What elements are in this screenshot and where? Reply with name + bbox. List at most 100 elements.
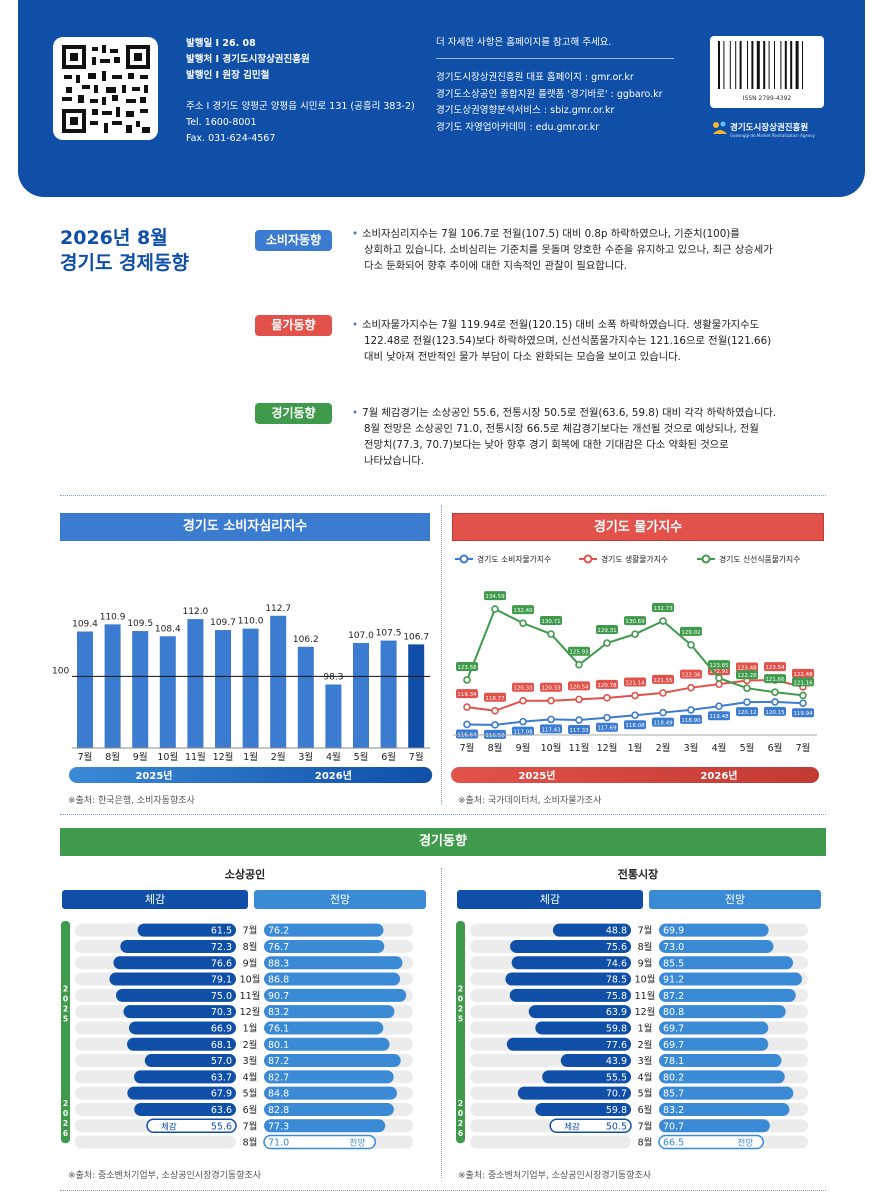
value-forecast: 87.2 xyxy=(268,1056,289,1067)
bar-actual xyxy=(552,923,631,937)
tag-actual: 체감 xyxy=(564,1121,580,1132)
month-label: 4월 xyxy=(638,1071,653,1083)
data-label: 121.66 xyxy=(765,677,785,683)
month-label: 8월 xyxy=(243,1137,258,1149)
value-label: 109.4 xyxy=(72,620,98,630)
value-actual: 75.6 xyxy=(606,942,627,953)
contact-info: 주소 I 경기도 양평군 양평읍 시민로 131 (공흥리 383-2) Tel… xyxy=(186,99,415,147)
tag-actual: 체감 xyxy=(161,1121,177,1132)
bar-forecast xyxy=(659,956,794,970)
data-label: 120.78 xyxy=(597,683,617,689)
data-label: 121.14 xyxy=(625,681,645,687)
value-actual: 77.6 xyxy=(606,1040,627,1051)
bar xyxy=(325,684,342,748)
data-label: 132.40 xyxy=(513,608,533,614)
value-actual: 76.6 xyxy=(211,958,232,969)
data-label: 118.77 xyxy=(485,696,505,702)
bar-forecast xyxy=(264,939,385,953)
x-tick-label: 5월 xyxy=(354,751,369,763)
link-edu[interactable]: 경기도 자영업아카데미 : edu.gmr.or.kr xyxy=(436,121,600,133)
data-label-bg xyxy=(708,660,730,670)
data-label: 129.02 xyxy=(681,630,700,636)
month-label: 10월 xyxy=(240,974,261,986)
bar-actual xyxy=(120,939,236,953)
logo-text: 경기도시장상권진흥원 xyxy=(730,123,809,133)
data-label-bg xyxy=(484,591,506,601)
bar-forecast xyxy=(264,1086,397,1100)
data-label: 120.12 xyxy=(737,710,756,716)
market-source: ※출처: 중소벤처기업부, 소상공인시장경기동향조사 xyxy=(458,1171,652,1181)
data-label-bg xyxy=(764,662,786,672)
month-label: 4월 xyxy=(243,1071,258,1083)
data-point xyxy=(659,617,667,625)
data-label: 118.90 xyxy=(681,718,701,724)
month-label: 11월 xyxy=(240,990,261,1002)
tag-price: 물가동향 xyxy=(255,315,332,336)
divider xyxy=(436,58,674,59)
year-label-char: 6 xyxy=(63,1129,68,1138)
data-label-bg xyxy=(680,626,702,636)
data-point xyxy=(715,674,723,682)
bar-forecast xyxy=(264,923,384,937)
month-label: 8월 xyxy=(638,1137,653,1149)
x-tick-label: 4월 xyxy=(712,742,727,754)
bar-actual xyxy=(123,1005,236,1019)
bar-actual xyxy=(144,1054,236,1068)
data-label-bg xyxy=(652,603,674,613)
data-point xyxy=(491,706,499,715)
qr-code[interactable] xyxy=(53,37,158,140)
bar xyxy=(380,640,397,748)
value-forecast: 71.0 xyxy=(268,1138,289,1149)
bar xyxy=(215,630,231,748)
data-label-bg xyxy=(792,668,814,678)
x-tick-label: 7월 xyxy=(460,742,475,754)
x-tick-label: 2월 xyxy=(271,751,286,763)
year-label: 2026년 xyxy=(700,769,737,782)
month-label: 2월 xyxy=(638,1039,653,1051)
data-label: 119.48 xyxy=(709,714,729,720)
x-tick-label: 8월 xyxy=(105,751,120,763)
summary-line: 대비 낮아져 전반적인 물가 부담이 다소 완화되는 모습을 보이고 있습니다. xyxy=(364,351,681,363)
month-label: 7월 xyxy=(638,1120,653,1132)
value-forecast: 87.2 xyxy=(663,991,684,1002)
publisher: 발행처 I 경기도시장상권진흥원 xyxy=(186,54,310,65)
month-label: 11월 xyxy=(635,990,656,1002)
month-label: 12월 xyxy=(635,1006,656,1018)
summary-line: 소비자물가지수는 7월 119.94로 전월(120.15) 대비 소폭 하락하… xyxy=(362,319,760,331)
bar xyxy=(187,619,204,748)
data-point xyxy=(715,680,723,688)
link-main[interactable]: 경기도시장상권진흥원 대표 홈페이지 : gmr.or.kr xyxy=(436,72,634,83)
tag-consumer: 소비자동향 xyxy=(255,230,332,251)
value-actual: 43.9 xyxy=(606,1056,627,1067)
bar-actual xyxy=(549,1118,632,1133)
divider xyxy=(60,495,826,496)
data-label-bg xyxy=(624,677,646,687)
economy-section-title: 경기동향 xyxy=(60,828,826,856)
bar-forecast xyxy=(659,972,803,986)
data-label-bg xyxy=(568,725,590,735)
bar xyxy=(270,615,287,748)
bar-actual xyxy=(560,1054,631,1068)
data-label: 123.85 xyxy=(709,663,729,669)
link-sbiz[interactable]: 경기도상권영향분석서비스 : sbiz.gmr.or.kr xyxy=(436,105,615,116)
data-label: 120.54 xyxy=(569,684,589,690)
year-label-char: 2 xyxy=(63,1119,68,1128)
bar-actual xyxy=(128,1021,236,1035)
data-label: 117.08 xyxy=(513,730,533,736)
data-point xyxy=(687,641,695,649)
bar-forecast xyxy=(264,1021,384,1035)
value-actual: 63.6 xyxy=(211,1105,232,1116)
month-label: 9월 xyxy=(243,957,258,969)
data-point xyxy=(491,721,499,729)
bar xyxy=(408,644,425,748)
link-ggbaro[interactable]: 경기도소상공인 종합지원 플랫폼 '경기바로' : ggbaro.kr xyxy=(436,88,663,100)
consumer-sentiment-chart: 109.4 7월 110.9 8월 109.5 9월 108.4 10월 112.0 11월 109… xyxy=(52,604,433,783)
data-label-bg xyxy=(624,616,646,626)
summary-line: 전망치(77.3, 70.7)보다는 낮아 향후 경기 회복에 대한 기대감은 … xyxy=(364,439,729,451)
legend-label: 경기도 생활물가지수 xyxy=(601,554,668,564)
data-point xyxy=(519,619,527,627)
data-label-bg xyxy=(456,729,478,739)
data-label-bg xyxy=(736,662,758,672)
value-actual: 72.3 xyxy=(211,942,232,953)
bar-forecast xyxy=(659,1005,786,1019)
